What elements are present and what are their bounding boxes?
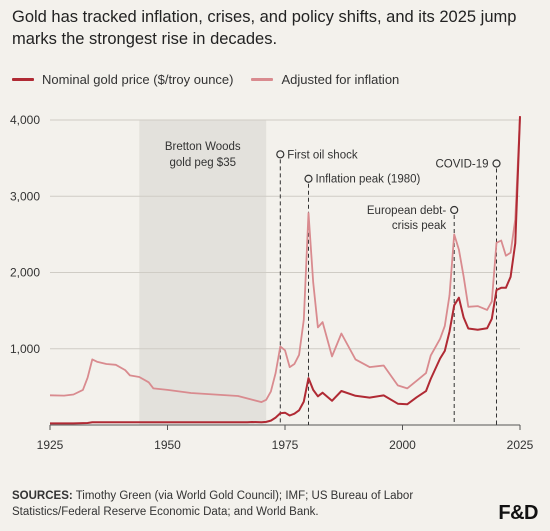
fd-logo: F&D [498, 502, 538, 524]
annotation-marker [276, 150, 285, 159]
annotation-label: Inflation peak (1980) [316, 174, 421, 186]
x-tick-label: 1975 [272, 438, 299, 452]
sources-text: Timothy Green (via World Gold Council); … [12, 490, 414, 518]
annotation-label: European debt- [367, 205, 446, 217]
inflation-adjusted-line [49, 116, 521, 403]
sources-note: SOURCES: Timothy Green (via World Gold C… [12, 488, 462, 520]
x-tick-label: 2000 [389, 438, 416, 452]
annotation-marker [492, 159, 501, 168]
annotation-marker [450, 205, 459, 215]
legend-item-adjusted: Adjusted for inflation [251, 72, 399, 87]
legend-swatch-adjusted [251, 78, 274, 81]
annotation-marker [304, 174, 313, 183]
line-chart: Bretton Woods gold peg $35 1,000 2,000 3,000… [10, 113, 534, 452]
legend-label-adjusted: Adjusted for inflation [281, 72, 400, 87]
x-tick-label: 1950 [154, 438, 181, 452]
sources-label: SOURCES: [12, 490, 73, 502]
y-tick-label: 3,000 [10, 189, 40, 203]
x-tick-label: 1925 [37, 438, 64, 452]
annotation-label-cont: crisis peak [392, 220, 447, 232]
nominal-price-line [50, 116, 521, 425]
annotation-label: First oil shock [287, 149, 358, 161]
annotation-label: COVID-19 [435, 158, 488, 170]
bretton-woods-label-line2: gold peg $35 [169, 157, 236, 169]
chart-title: Gold has tracked inflation, crises, and … [12, 8, 517, 48]
legend-swatch-nominal [12, 78, 34, 81]
chart-legend: Nominal gold price ($/troy ounce) Adjust… [12, 72, 417, 87]
y-tick-label: 4,000 [10, 113, 40, 127]
x-tick-label: 2025 [507, 438, 534, 452]
y-tick-label: 2,000 [10, 266, 40, 280]
legend-item-nominal: Nominal gold price ($/troy ounce) [12, 72, 233, 87]
bretton-woods-label-line1: Bretton Woods [165, 141, 241, 153]
y-tick-label: 1,000 [10, 342, 40, 356]
legend-label-nominal: Nominal gold price ($/troy ounce) [42, 72, 234, 87]
